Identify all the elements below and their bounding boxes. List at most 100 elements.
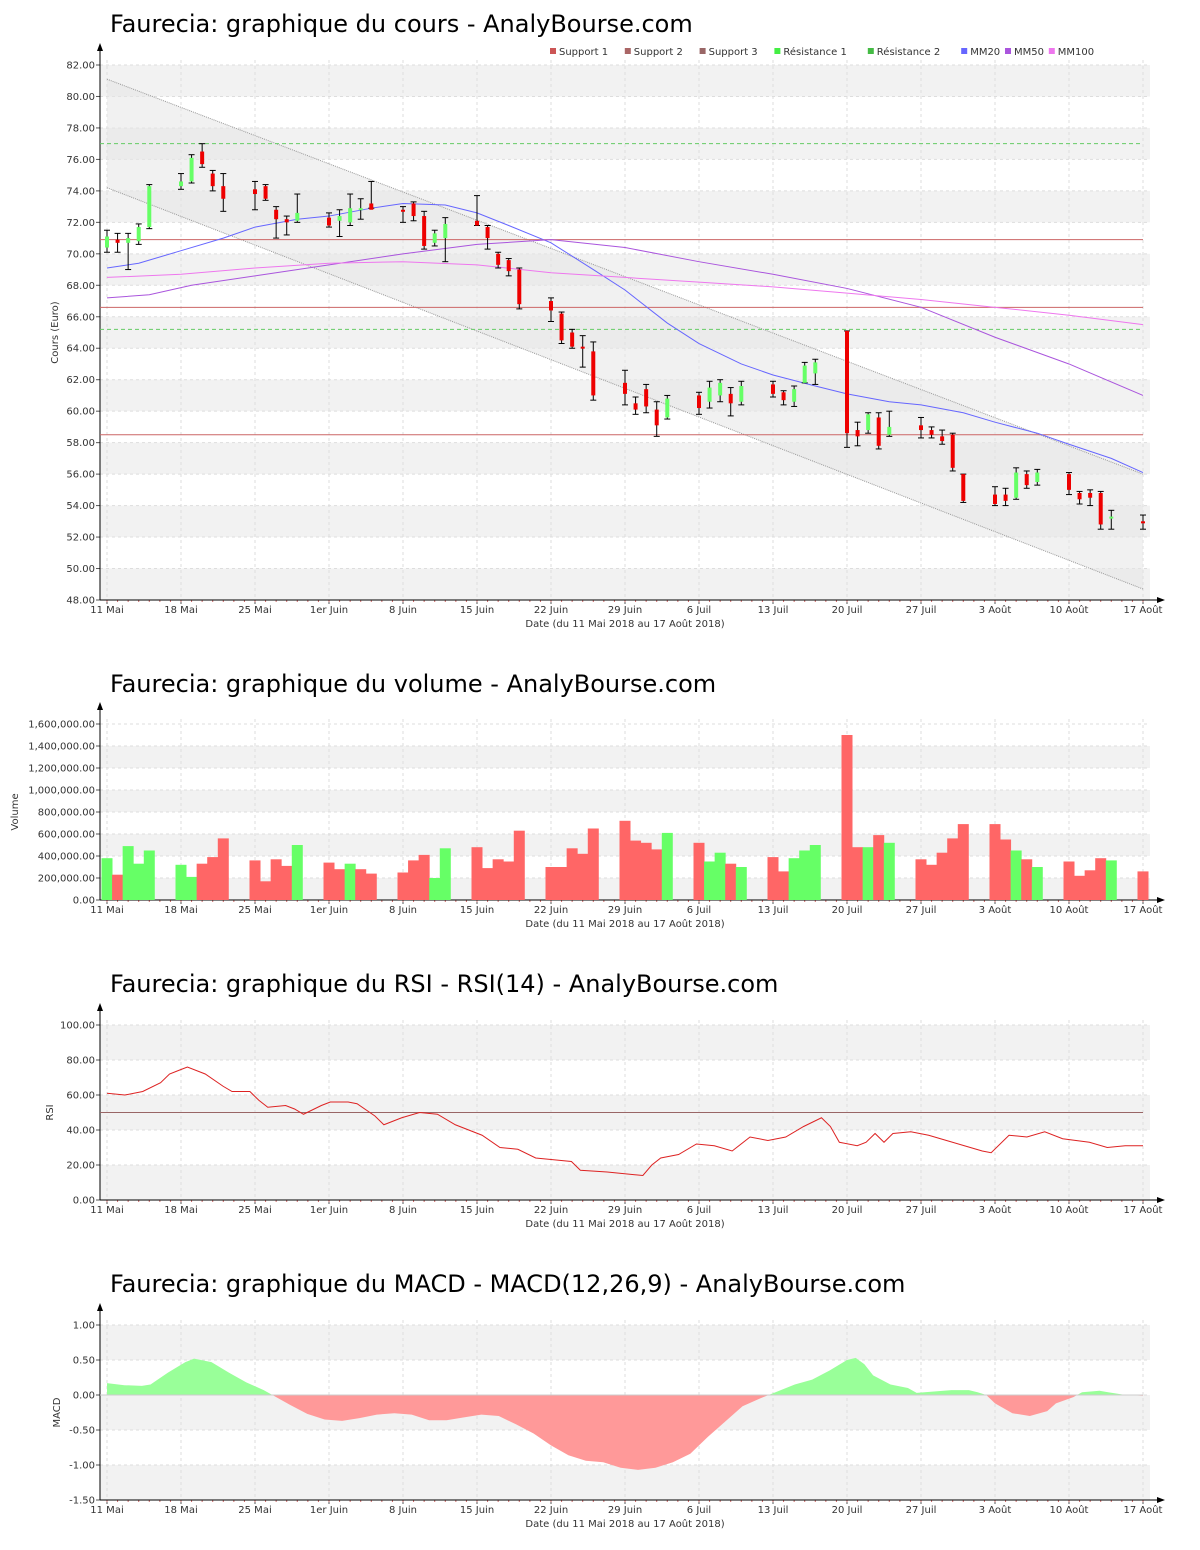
y-tick-label: 58.00 bbox=[66, 438, 95, 449]
x-tick-label: 8 Juin bbox=[389, 1505, 417, 1516]
x-tick-label: 10 Août bbox=[1050, 604, 1089, 616]
volume-bar bbox=[418, 854, 430, 900]
candle-body bbox=[179, 181, 183, 187]
volume-bar bbox=[101, 858, 113, 900]
y-tick-label: 80.00 bbox=[66, 1056, 95, 1067]
x-tick-label: 22 Juin bbox=[534, 605, 568, 616]
volume-bar bbox=[936, 852, 948, 900]
volume-bar bbox=[365, 873, 377, 900]
x-tick-label: 22 Juin bbox=[534, 1205, 568, 1216]
volume-bar bbox=[334, 869, 346, 900]
volume-bar bbox=[862, 847, 874, 900]
y-tick-label: 0.00 bbox=[73, 896, 95, 907]
y-tick-label: 80.00 bbox=[66, 92, 95, 103]
volume-bar bbox=[926, 864, 938, 900]
y-tick-label: 100.00 bbox=[60, 1021, 95, 1032]
candle-body bbox=[728, 393, 733, 404]
y-tick-label: 50.00 bbox=[66, 564, 95, 575]
candle-body bbox=[993, 494, 997, 505]
volume-bar bbox=[640, 842, 652, 900]
volume-bar bbox=[408, 860, 420, 900]
volume-bar bbox=[133, 863, 145, 900]
candle-body bbox=[591, 351, 596, 396]
x-tick-label: 15 Juin bbox=[460, 1505, 494, 1516]
y-tick-label: 1,000,000.00 bbox=[28, 786, 95, 797]
candle-body bbox=[654, 409, 659, 426]
volume-bar bbox=[397, 872, 409, 900]
candle-body bbox=[961, 474, 966, 501]
candle-body bbox=[559, 313, 564, 341]
rsi-chart: 0.00 20.00 40.00 60.00 80.00 100.00 11 Mai 18 M… bbox=[45, 1003, 1165, 1230]
price-chart: 48.00 50.00 52.00 54.00 56.00 58.00 60.00 62.00… bbox=[50, 43, 1165, 630]
x-tick-label: 8 Juin bbox=[389, 1205, 417, 1216]
macd-positive-area bbox=[107, 1358, 273, 1395]
macd-chart: -1.50 -1.00 -0.50 0.00 0.50 1.00 11 Mai 18 Mai 2… bbox=[52, 1303, 1165, 1530]
volume-bar bbox=[503, 861, 515, 900]
x-tick-label: 11 Mai bbox=[90, 605, 123, 616]
y-axis-label: MACD bbox=[52, 1397, 63, 1427]
candle-body bbox=[644, 389, 649, 407]
volume-bar bbox=[1074, 875, 1086, 900]
legend-entry: MM50 bbox=[1014, 47, 1044, 58]
volume-bar bbox=[1084, 870, 1096, 900]
volume-bar bbox=[587, 828, 599, 900]
price-chart-title: Faurecia: graphique du cours - AnalyBour… bbox=[110, 10, 693, 38]
candle-body bbox=[253, 189, 257, 195]
x-tick-label: 3 Août bbox=[979, 1504, 1012, 1516]
y-axis-arrow bbox=[97, 43, 103, 51]
volume-bar bbox=[714, 852, 726, 900]
volume-bar bbox=[788, 858, 800, 900]
trend-channel bbox=[107, 79, 1143, 589]
y-tick-label: 52.00 bbox=[66, 533, 95, 544]
y-axis-label: Cours (Euro) bbox=[50, 301, 61, 364]
x-tick-label: 17 Août bbox=[1124, 904, 1163, 916]
legend-swatch bbox=[961, 48, 968, 54]
volume-bar bbox=[725, 863, 737, 900]
x-tick-label: 13 Juil bbox=[758, 1205, 789, 1216]
legend-swatch bbox=[624, 48, 631, 54]
volume-bar bbox=[471, 847, 483, 900]
x-axis-arrow bbox=[1157, 1497, 1165, 1503]
x-tick-label: 29 Juin bbox=[608, 1505, 642, 1516]
candle-body bbox=[1109, 516, 1114, 519]
grid-band bbox=[100, 1325, 1150, 1360]
x-tick-label: 1er Juin bbox=[310, 1205, 348, 1216]
candle-body bbox=[1024, 474, 1029, 486]
volume-chart: 0.00 200,000.00 400,000.00 600,000.00 800,00… bbox=[10, 702, 1165, 930]
x-tick-label: 13 Juil bbox=[758, 1505, 789, 1516]
volume-bar bbox=[1010, 850, 1022, 900]
x-tick-label: 29 Juin bbox=[608, 605, 642, 616]
grid-band bbox=[100, 790, 1150, 812]
volume-bar bbox=[1105, 860, 1117, 900]
y-tick-label: 0.50 bbox=[73, 1356, 95, 1367]
x-tick-label: 3 Août bbox=[979, 904, 1012, 916]
candle-body bbox=[866, 414, 871, 431]
candle-body bbox=[221, 186, 226, 199]
candle-body bbox=[623, 382, 627, 394]
x-tick-label: 15 Juin bbox=[460, 905, 494, 916]
x-tick-label: 10 Août bbox=[1050, 904, 1089, 916]
candle-body bbox=[136, 227, 141, 242]
volume-bar bbox=[809, 845, 821, 900]
legend-entry: Support 2 bbox=[634, 47, 683, 58]
volume-bar bbox=[249, 860, 261, 900]
legend-entry: Résistance 2 bbox=[877, 46, 940, 58]
candle-body bbox=[517, 269, 522, 305]
x-tick-label: 27 Juil bbox=[906, 1205, 937, 1216]
x-tick-label: 11 Mai bbox=[90, 1205, 123, 1216]
candle-body bbox=[369, 203, 374, 210]
x-tick-label: 29 Juin bbox=[608, 905, 642, 916]
candle-body bbox=[887, 426, 892, 435]
volume-bar bbox=[1063, 861, 1075, 900]
macd-negative-area bbox=[272, 1395, 769, 1470]
moving-average-mm100 bbox=[106, 261, 1144, 326]
candle-body bbox=[1098, 493, 1103, 525]
candle-body bbox=[929, 430, 934, 435]
volume-bar bbox=[492, 859, 504, 900]
x-tick-label: 22 Juin bbox=[534, 1505, 568, 1516]
volume-bar bbox=[556, 867, 568, 900]
candle-body bbox=[940, 436, 945, 442]
x-axis-arrow bbox=[1157, 597, 1165, 603]
y-tick-label: 78.00 bbox=[66, 123, 95, 134]
candle-body bbox=[549, 301, 553, 311]
